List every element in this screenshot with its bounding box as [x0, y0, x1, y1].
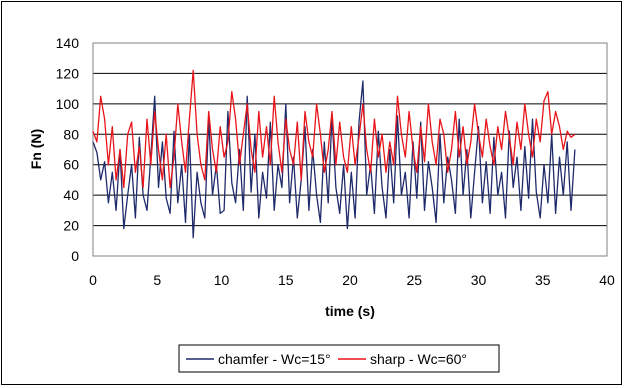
x-tick-label: 30	[471, 272, 487, 288]
x-tick-label: 20	[342, 272, 358, 288]
y-axis-title: Fn (N)	[28, 129, 44, 169]
x-tick-label: 10	[214, 272, 230, 288]
x-tick-label: 25	[406, 272, 422, 288]
legend: chamfer - Wc=15° sharp - Wc=60°	[178, 344, 500, 373]
series-line-chamfer	[92, 80, 576, 239]
y-tick-label: 80	[63, 126, 79, 142]
x-tick-label: 5	[153, 272, 161, 288]
x-tick-label: 40	[599, 272, 615, 288]
y-tick-label: 100	[56, 96, 80, 112]
plot-area-border	[92, 42, 608, 257]
y-tick-label: 0	[71, 248, 79, 264]
legend-label-sharp: sharp - Wc=60°	[370, 351, 467, 367]
y-tick-label: 20	[63, 218, 79, 234]
y-tick-labels: 0 20 40 60 80 100 120 140	[56, 35, 80, 264]
series-layer	[92, 69, 576, 239]
y-tick-label: 60	[63, 157, 79, 173]
y-tick-label: 120	[56, 65, 80, 81]
x-tick-label: 0	[89, 272, 97, 288]
series-line-sharp	[92, 69, 576, 189]
y-tick-label: 140	[56, 35, 80, 51]
x-tick-label: 35	[535, 272, 551, 288]
y-tick-label: 40	[63, 187, 79, 203]
x-tick-labels: 0 5 10 15 20 25 30 35 40	[89, 272, 615, 288]
x-tick-label: 15	[278, 272, 294, 288]
legend-label-chamfer: chamfer - Wc=15°	[218, 351, 331, 367]
x-axis-title: time (s)	[325, 303, 375, 319]
